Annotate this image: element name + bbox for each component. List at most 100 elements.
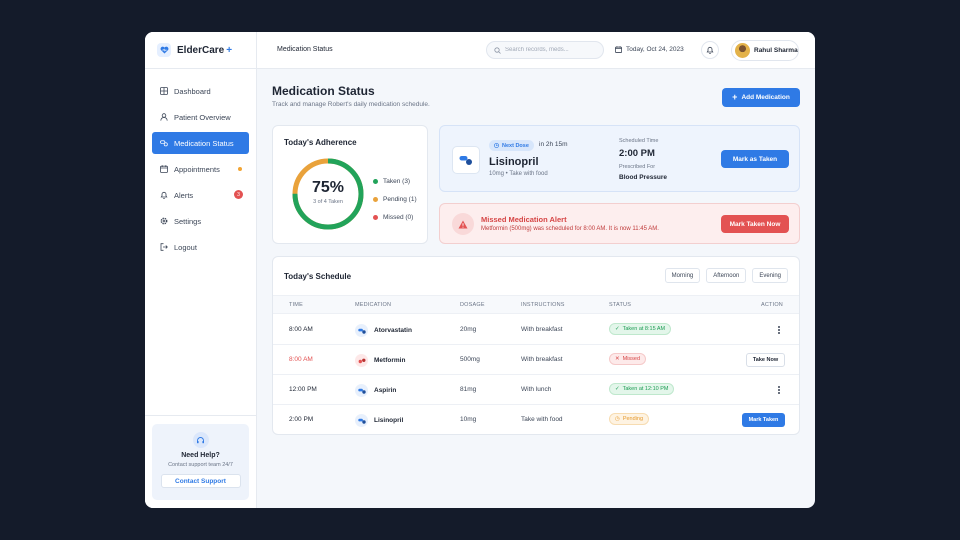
take-now-button[interactable]: Take Now: [746, 353, 785, 367]
row-medication: Aspirin: [355, 384, 396, 397]
check-icon: ✓: [615, 386, 620, 392]
column-header: ACTION: [761, 302, 783, 308]
notification-dot: [238, 167, 242, 171]
gear-icon: [160, 217, 168, 225]
user-icon: [160, 113, 168, 121]
plus-icon: +: [732, 92, 738, 102]
notifications-button[interactable]: [701, 41, 719, 59]
sidebar-item-label: Logout: [174, 242, 197, 252]
sidebar-item-settings[interactable]: Settings: [152, 210, 249, 232]
row-medication: Atorvastatin: [355, 324, 412, 337]
warning-icon: [452, 213, 474, 235]
status-badge: ✓ Taken at 12:10 PM: [609, 383, 675, 395]
schedule-title: Today's Schedule: [284, 272, 352, 281]
status-label: Missed: [622, 356, 641, 362]
x-icon: ✕: [615, 356, 620, 362]
next-dose-name: Lisinopril: [489, 156, 539, 168]
row-medication: Lisinopril: [355, 414, 403, 427]
bell-icon: [160, 191, 168, 199]
prescribed-for: Blood Pressure: [619, 174, 668, 181]
user-name: Rahul Sharma: [754, 47, 798, 54]
legend-dot: [373, 215, 378, 220]
brand-name: ElderCare: [177, 44, 225, 56]
legend-dot: [373, 179, 378, 184]
row-instructions: With breakfast: [521, 356, 563, 363]
legend-pending: Pending (1): [373, 196, 417, 203]
row-instructions: With lunch: [521, 386, 552, 393]
filter-morning[interactable]: Morning: [664, 268, 701, 283]
medication-name: Atorvastatin: [374, 327, 412, 334]
alert-message: Metformin (500mg) was scheduled for 8:00…: [481, 226, 659, 232]
pills-icon: [355, 414, 368, 427]
sidebar-item-label: Alerts: [174, 190, 194, 200]
status-badge: ✕ Missed: [609, 353, 647, 365]
next-dose-badge-label: Next Dose: [502, 142, 529, 149]
sidebar-item-alerts[interactable]: Alerts 3: [152, 184, 249, 206]
sidebar-item-dashboard[interactable]: Dashboard: [152, 80, 249, 102]
search-box[interactable]: [486, 41, 604, 59]
row-time: 8:00 AM: [289, 326, 313, 333]
status-badge: ◷ Pending: [609, 413, 649, 425]
filter-afternoon[interactable]: Afternoon: [706, 268, 747, 283]
bell-icon: [706, 46, 714, 54]
add-medication-button[interactable]: + Add Medication: [722, 88, 800, 107]
adherence-ring: [292, 158, 364, 230]
sidebar-item-medication-status[interactable]: Medication Status: [152, 132, 249, 154]
add-medication-label: Add Medication: [741, 94, 790, 101]
pills-icon: [355, 324, 368, 337]
prescribed-for-label: Prescribed For: [619, 164, 656, 170]
legend-taken: Taken (3): [373, 178, 417, 185]
filter-evening[interactable]: Evening: [752, 268, 788, 283]
avatar: [735, 43, 750, 58]
legend-label: Pending (1): [383, 196, 417, 203]
mark-taken-now-button[interactable]: Mark Taken Now: [721, 215, 789, 233]
sidebar-item-appointments[interactable]: Appointments: [152, 158, 249, 180]
sidebar-item-logout[interactable]: Logout: [152, 236, 249, 258]
calendar-icon: [160, 165, 168, 173]
sidebar-item-label: Appointments: [174, 164, 220, 174]
adherence-title: Today's Adherence: [284, 138, 357, 147]
row-instructions: Take with food: [521, 416, 563, 423]
pills-icon: [452, 146, 480, 174]
help-card: Need Help? Contact support team 24/7 Con…: [152, 424, 249, 500]
next-dose-card: Next Dose in 2h 15m Lisinopril 10mg • Ta…: [439, 125, 800, 192]
sidebar-nav: Dashboard Patient Overview Medication St…: [152, 80, 249, 262]
scheduled-time-label: Scheduled Time: [619, 138, 659, 144]
adherence-count: 3 of 4 Taken: [313, 199, 343, 205]
logout-icon: [160, 243, 168, 251]
mark-taken-button[interactable]: Mark Taken: [742, 413, 785, 427]
column-header: STATUS: [609, 302, 632, 308]
adherence-card: Today's Adherence 75% 3 of 4 Taken Taken…: [272, 125, 428, 244]
headset-icon: [192, 432, 209, 448]
table-row: 8:00 AM Atorvastatin 20mg With breakfast…: [273, 315, 799, 345]
app-window: ElderCare + Dashboard Patient Overview M…: [145, 32, 815, 508]
row-dosage: 500mg: [460, 356, 480, 363]
clock-icon: ◷: [615, 416, 620, 422]
help-subtitle: Contact support team 24/7: [168, 462, 233, 468]
legend-label: Missed (0): [383, 214, 414, 221]
user-menu[interactable]: Rahul Sharma: [731, 40, 799, 61]
table-header: TIME MEDICATION DOSAGE INSTRUCTIONS STAT…: [273, 295, 799, 314]
sidebar-item-patient-overview[interactable]: Patient Overview: [152, 106, 249, 128]
sidebar-item-label: Settings: [174, 216, 202, 226]
contact-support-button[interactable]: Contact Support: [160, 474, 241, 488]
date-display: Today, Oct 24, 2023: [615, 46, 684, 53]
pills-icon: [355, 354, 368, 367]
sidebar-item-label: Medication Status: [174, 138, 234, 148]
clock-icon: [494, 143, 499, 148]
sidebar-item-label: Dashboard: [174, 86, 211, 96]
status-badge: ✓ Taken at 8:15 AM: [609, 323, 672, 335]
brand[interactable]: ElderCare +: [145, 32, 257, 69]
top-header: Medication Status Today, Oct 24, 2023 Ra…: [257, 32, 815, 69]
search-input[interactable]: [505, 47, 599, 53]
heart-logo-icon: [157, 43, 171, 57]
scheduled-time: 2:00 PM: [619, 148, 655, 159]
sidebar: ElderCare + Dashboard Patient Overview M…: [145, 32, 257, 508]
mark-as-taken-button[interactable]: Mark as Taken: [721, 150, 789, 168]
more-options-icon[interactable]: [775, 324, 783, 336]
column-header: MEDICATION: [355, 302, 392, 308]
schedule-filters: Morning Afternoon Evening: [659, 268, 788, 283]
more-options-icon[interactable]: [775, 384, 783, 396]
legend-label: Taken (3): [383, 178, 411, 185]
status-label: Pending: [622, 416, 643, 422]
